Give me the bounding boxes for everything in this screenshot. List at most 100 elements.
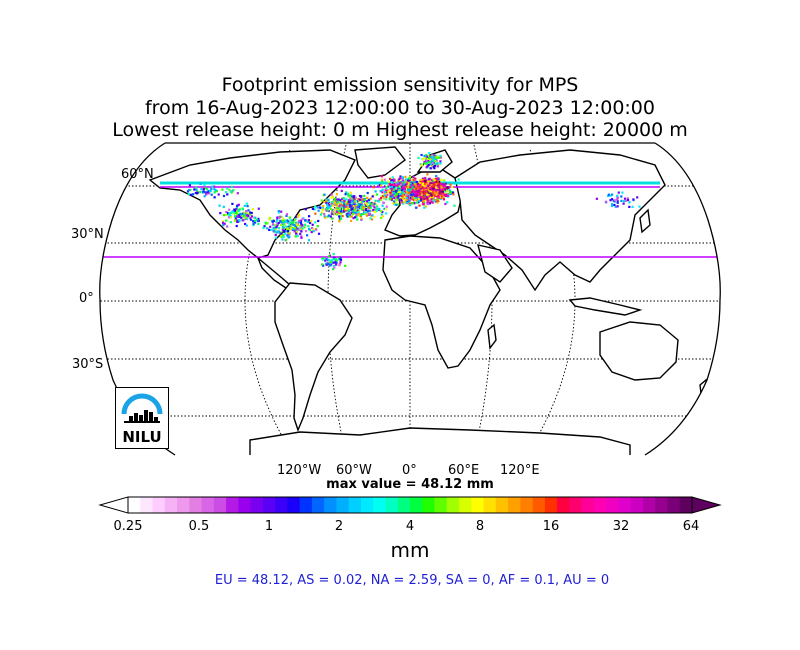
plume-dot [361, 200, 364, 203]
plume-dot [375, 193, 379, 196]
plume-dot [398, 185, 401, 188]
plume-dot [409, 204, 412, 207]
plume-dot [423, 185, 426, 188]
colorbar-tick: 2 [334, 519, 344, 534]
plume-dot [609, 199, 612, 202]
plume-dot [381, 204, 384, 207]
plume-dot [310, 220, 313, 223]
plume-dot [420, 193, 423, 196]
plume-dot [229, 221, 232, 224]
plume-dot [327, 214, 330, 217]
plume-dot [240, 213, 243, 216]
plume-dot [266, 227, 269, 230]
plume-dot [243, 214, 246, 217]
plume-dot [604, 200, 607, 203]
plume-dot [214, 189, 217, 192]
plume-dot [421, 182, 424, 185]
plume-dot [622, 202, 625, 205]
plume-dot [442, 196, 445, 199]
plume-dot [420, 153, 423, 157]
plume-dot [339, 258, 343, 261]
plume-dot [314, 212, 317, 215]
plume-dot [432, 158, 435, 161]
plume-dot [419, 185, 422, 188]
plume-dot [346, 207, 349, 210]
plume-dot [294, 225, 297, 228]
plume-dot [358, 214, 361, 217]
plume-dot [392, 188, 395, 191]
plume-dot [190, 193, 193, 196]
plume-dot [443, 184, 447, 187]
plume-dot [385, 208, 388, 211]
plume-dot [412, 198, 415, 201]
plume-dot [402, 191, 405, 195]
plume-dot [380, 175, 384, 178]
plume-dot [424, 197, 427, 200]
plume-dot [231, 202, 234, 205]
plume-dot [351, 208, 354, 211]
lon-label-120e: 120°E [500, 463, 540, 478]
plume-dot [423, 157, 426, 160]
plume-dot [249, 213, 252, 216]
plume-dot [366, 200, 369, 203]
plume-dot [288, 224, 291, 227]
plume-dot [273, 229, 276, 232]
plume-dot [330, 204, 333, 207]
plume-dot [341, 201, 344, 204]
colorbar-swatch [422, 497, 435, 513]
plume-dot [393, 187, 396, 190]
plume-dot [389, 197, 392, 200]
plume-dot [348, 207, 351, 210]
australia [599, 321, 679, 381]
plume-dot [438, 191, 441, 194]
plume-dot [348, 212, 351, 215]
plume-dot [442, 198, 445, 201]
plume-dot [347, 213, 350, 216]
plume-dot [383, 194, 386, 197]
plume-dot [208, 189, 212, 193]
plume-dot [385, 205, 388, 208]
plume-dot [352, 205, 355, 208]
plume-dot [395, 182, 398, 185]
plume-dot [395, 194, 398, 197]
plume-dot [394, 198, 397, 201]
plume-dot [235, 212, 238, 215]
plume-dot [616, 194, 619, 197]
plume-dot [390, 186, 394, 189]
plume-dot [617, 191, 620, 194]
plume-dot [250, 215, 253, 218]
plume-dot [446, 189, 449, 193]
plume-dot [383, 178, 386, 181]
plume-dot [423, 199, 426, 202]
plume-dot [368, 213, 371, 216]
plume-dot [417, 199, 420, 202]
plume-dot [275, 224, 278, 227]
plume-dot [423, 178, 426, 181]
plume-dot [202, 188, 205, 191]
plume-dot [399, 175, 402, 178]
plume-dot [407, 189, 410, 192]
plume-dot [299, 221, 302, 224]
colorbar-swatch [189, 497, 202, 513]
plume-dot [434, 192, 437, 195]
plume-dot [245, 224, 248, 227]
colorbar-swatch [459, 497, 472, 513]
plume-dot [426, 201, 429, 204]
plume-dot [610, 204, 614, 208]
plume-dot [373, 206, 376, 209]
plume-dot [346, 202, 349, 206]
plume-dot [341, 205, 344, 208]
plume-dot [319, 206, 322, 209]
plume-dot [354, 216, 357, 219]
colorbar-swatch [373, 497, 386, 513]
plume-dot [443, 179, 446, 182]
plume-dot [424, 190, 427, 193]
plume-dot [422, 200, 425, 203]
plume-dot [626, 198, 630, 202]
plume-dot [243, 211, 246, 214]
plume-dot [222, 221, 225, 224]
plume-dot [350, 202, 353, 205]
plume-dot [350, 197, 353, 200]
plume-dot [297, 221, 300, 224]
plume-dot [620, 195, 623, 198]
